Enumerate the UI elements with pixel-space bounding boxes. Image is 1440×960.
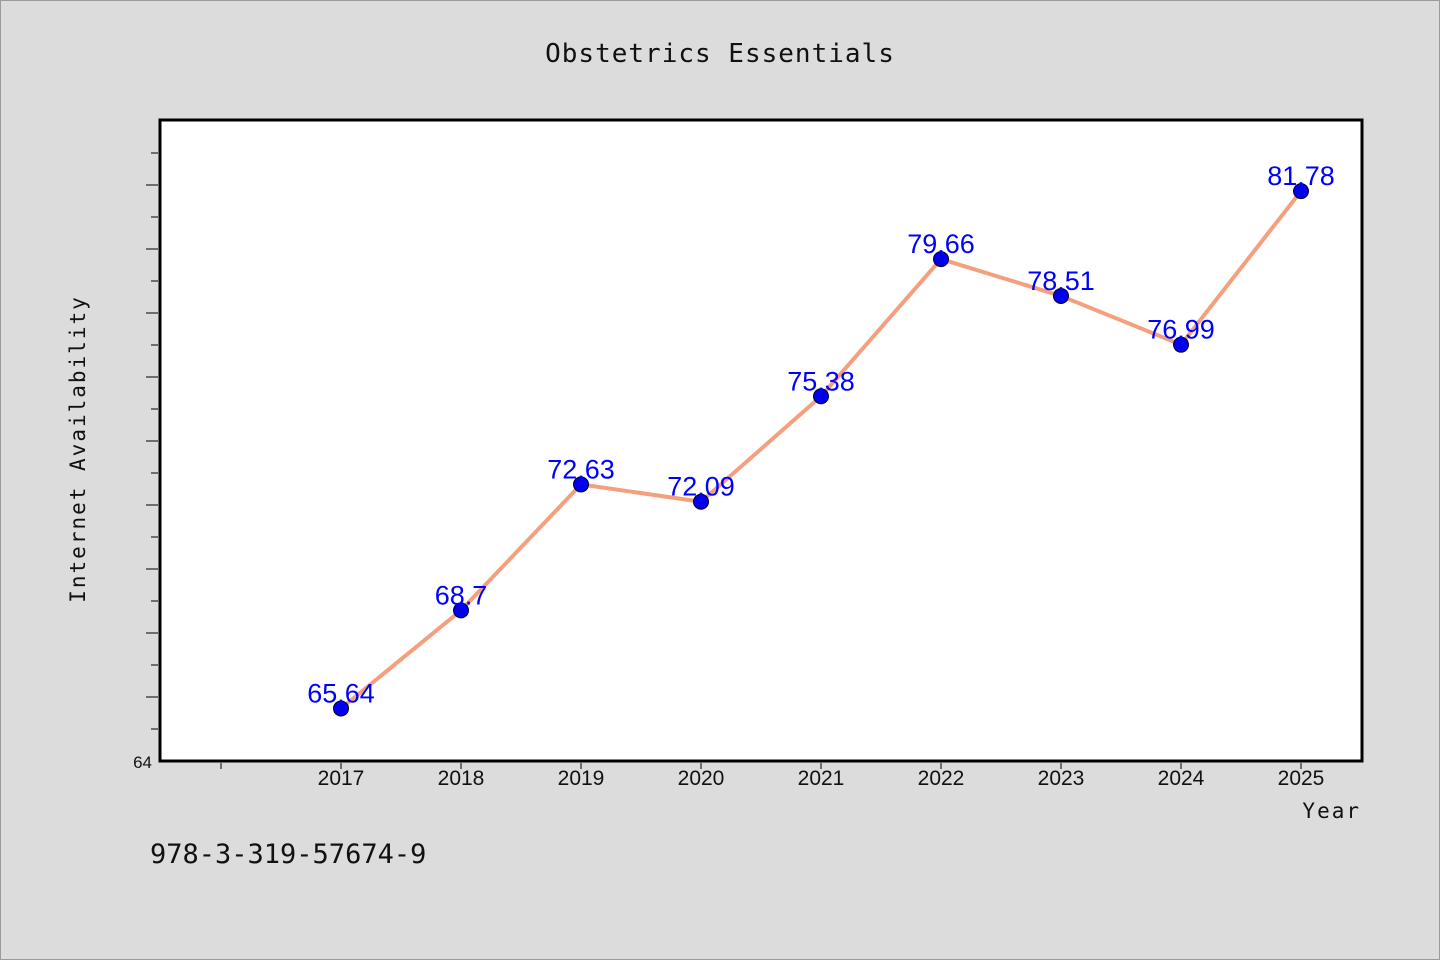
data-label: 81.78 <box>1267 161 1335 191</box>
data-label: 72.09 <box>667 472 735 502</box>
data-point-marker <box>1293 183 1309 200</box>
x-tick-label-2020: 2020 <box>678 767 725 790</box>
series-markers <box>333 183 1309 717</box>
data-point-marker <box>453 602 469 619</box>
x-tick-label-2024: 2024 <box>1158 767 1205 790</box>
data-point-marker <box>573 476 589 493</box>
y-axis-label: Internet Availability <box>66 295 90 603</box>
x-tick-label-2017: 2017 <box>318 767 365 790</box>
x-tick-label-2022: 2022 <box>918 767 965 790</box>
data-label: 78.51 <box>1027 266 1095 296</box>
y-tick-label: 64 <box>133 753 152 772</box>
data-label: 79.66 <box>907 229 975 259</box>
x-tick-label-2023: 2023 <box>1038 767 1085 790</box>
data-point-marker <box>933 251 949 268</box>
x-axis-label: Year <box>1302 799 1361 823</box>
x-axis-ticks: 2017 2018 2019 2020 2021 2022 2023 2024 2025 <box>220 763 1325 790</box>
data-point-marker <box>1053 287 1069 304</box>
data-point-marker <box>333 700 349 717</box>
data-point-marker <box>693 493 709 510</box>
data-label: 72.63 <box>547 454 615 484</box>
data-point-marker <box>1173 336 1189 353</box>
x-tick-label-2021: 2021 <box>798 767 845 790</box>
y-axis-ticks <box>146 152 158 730</box>
data-label: 68.7 <box>435 580 488 610</box>
chart-title: Obstetrics Essentials <box>545 39 895 69</box>
data-point-marker <box>813 388 829 405</box>
data-label: 75.38 <box>787 366 855 396</box>
x-tick-label-2019: 2019 <box>558 767 605 790</box>
data-label: 65.64 <box>307 678 375 708</box>
x-tick-label-2025: 2025 <box>1278 767 1325 790</box>
data-labels: 65.64 68.7 72.63 72.09 75.38 79.66 78.51 76.99 8… <box>307 161 1335 708</box>
x-tick-label-2018: 2018 <box>438 767 485 790</box>
data-label: 76.99 <box>1147 315 1215 345</box>
plot-area <box>158 118 1364 763</box>
isbn-text: 978-3-319-57674-9 <box>150 839 426 870</box>
